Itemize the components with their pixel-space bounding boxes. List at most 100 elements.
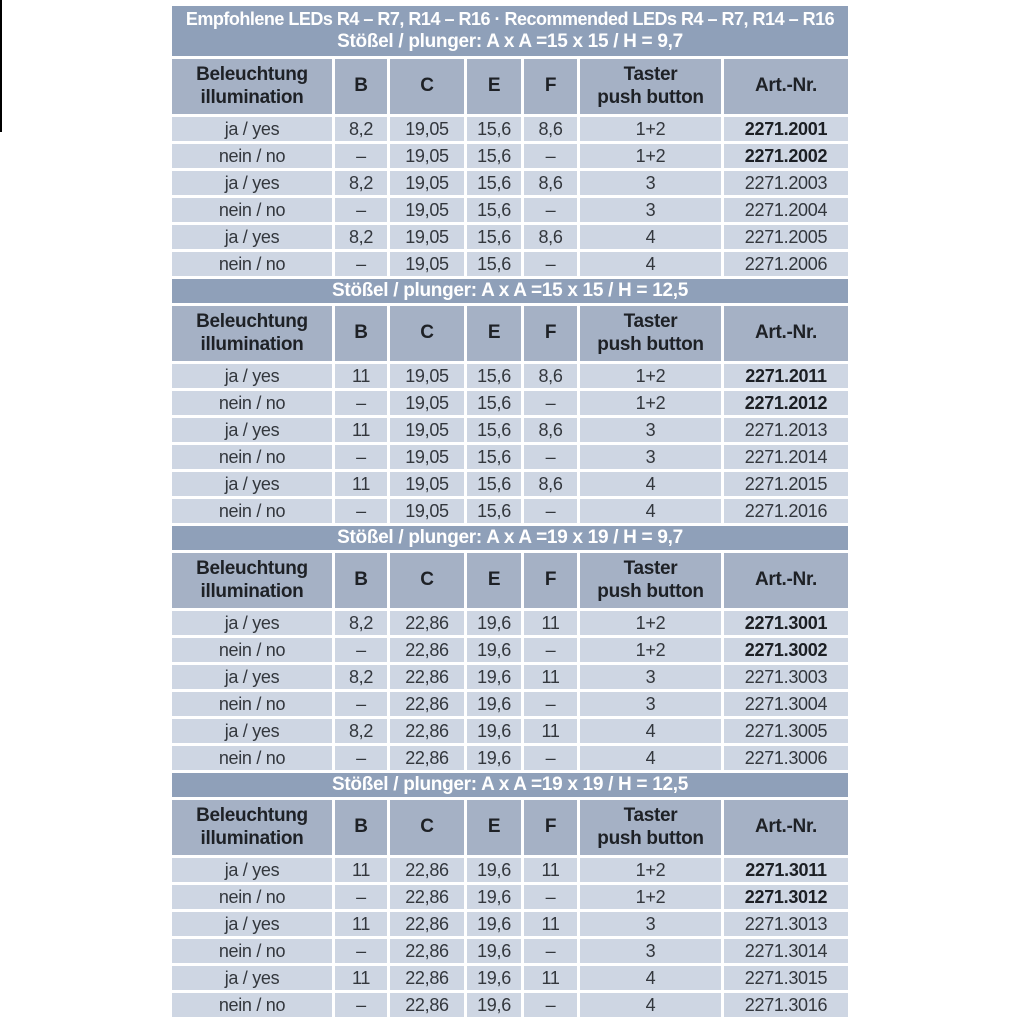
cell-illumination: nein / no [172,993,332,1017]
cell-illumination: ja / yes [172,472,332,496]
cell-art-nr: 2271.2016 [724,499,848,523]
column-header-illumination: Beleuchtung illumination [172,800,332,855]
cell-c: 22,86 [390,665,464,689]
cell-f: 8,6 [524,171,577,195]
cell-c: 22,86 [390,638,464,662]
cell-b: 11 [335,364,387,388]
cell-e: 19,6 [467,993,521,1017]
cell-push-button: 3 [580,692,721,716]
cell-b: 11 [335,472,387,496]
table-row: nein / no –22,86 19,6–3 2271.3004 [172,692,848,716]
cell-art-nr: 2271.3006 [724,746,848,770]
cell-b: – [335,885,387,909]
cell-f: – [524,885,577,909]
cell-push-button: 1+2 [580,858,721,882]
column-header-c: C [390,59,464,114]
cell-art-nr: 2271.3005 [724,719,848,743]
column-header-b: B [335,553,387,608]
table-row: ja / yes 11 22,86 19,6 11 3 2271.3013 [172,912,848,936]
cell-illumination: nein / no [172,391,332,415]
cell-illumination: ja / yes [172,364,332,388]
cell-push-button: 1+2 [580,391,721,415]
cell-e: 15,6 [467,499,521,523]
cell-e: 19,6 [467,858,521,882]
cell-push-button: 4 [580,225,721,249]
cell-e: 15,6 [467,418,521,442]
table-section: Beleuchtung illumination B C E F Taster push … [172,59,848,276]
cell-illumination: ja / yes [172,611,332,635]
recommended-leds-table: Empfohlene LEDs R4 – R7, R14 – R16 · Rec… [172,6,848,1017]
column-header-b: B [335,306,387,361]
table-title-banner: Empfohlene LEDs R4 – R7, R14 – R16 · Rec… [172,6,848,56]
cell-art-nr: 2271.3003 [724,665,848,689]
cell-c: 22,86 [390,611,464,635]
cell-c: 19,05 [390,418,464,442]
table-row: nein / no –19,05 15,6–4 2271.2016 [172,499,848,523]
cell-push-button: 1+2 [580,117,721,141]
cell-art-nr: 2271.3015 [724,966,848,990]
cell-illumination: ja / yes [172,225,332,249]
column-header-c: C [390,553,464,608]
cell-b: 11 [335,418,387,442]
cell-c: 22,86 [390,719,464,743]
cell-illumination: ja / yes [172,171,332,195]
cell-art-nr: 2271.2001 [724,117,848,141]
cell-illumination: nein / no [172,885,332,909]
table-row: ja / yes 11 19,05 15,6 8,6 4 2271.2015 [172,472,848,496]
cell-push-button: 4 [580,719,721,743]
cell-art-nr: 2271.3013 [724,912,848,936]
cell-illumination: nein / no [172,198,332,222]
cell-e: 19,6 [467,611,521,635]
cell-push-button: 1+2 [580,885,721,909]
cell-art-nr: 2271.3002 [724,638,848,662]
table-row: ja / yes 11 19,05 15,6 8,6 3 2271.2013 [172,418,848,442]
cell-b: – [335,144,387,168]
column-header-f: F [524,59,577,114]
cell-b: 11 [335,858,387,882]
table-row: nein / no –19,05 15,6–4 2271.2006 [172,252,848,276]
table-section: Stößel / plunger: A x A =15 x 15 / H = 1… [172,279,848,523]
cell-f: 11 [524,665,577,689]
cell-illumination: nein / no [172,499,332,523]
cell-art-nr: 2271.2005 [724,225,848,249]
cell-f: – [524,391,577,415]
cell-illumination: ja / yes [172,418,332,442]
scan-edge-artifact [0,0,2,132]
cell-push-button: 1+2 [580,611,721,635]
table-row: nein / no –22,86 19,6–1+2 2271.3012 [172,885,848,909]
cell-push-button: 3 [580,445,721,469]
cell-c: 19,05 [390,171,464,195]
cell-b: 11 [335,966,387,990]
cell-e: 19,6 [467,746,521,770]
table-row: ja / yes 8,2 22,86 19,6 11 3 2271.3003 [172,665,848,689]
cell-push-button: 3 [580,171,721,195]
table-row: ja / yes 8,2 22,86 19,6 11 1+2 2271.3001 [172,611,848,635]
cell-b: – [335,638,387,662]
cell-c: 22,86 [390,939,464,963]
column-header-c: C [390,800,464,855]
cell-b: 8,2 [335,719,387,743]
cell-art-nr: 2271.2011 [724,364,848,388]
cell-push-button: 1+2 [580,144,721,168]
cell-f: – [524,993,577,1017]
cell-push-button: 1+2 [580,364,721,388]
cell-e: 19,6 [467,939,521,963]
cell-c: 22,86 [390,692,464,716]
cell-b: 8,2 [335,225,387,249]
cell-art-nr: 2271.2006 [724,252,848,276]
section-banner: Stößel / plunger: A x A =19 x 19 / H = 1… [172,773,848,797]
column-header-illumination: Beleuchtung illumination [172,306,332,361]
cell-push-button: 3 [580,418,721,442]
cell-push-button: 4 [580,993,721,1017]
column-header-f: F [524,553,577,608]
cell-push-button: 4 [580,472,721,496]
table-section: Stößel / plunger: A x A =19 x 19 / H = 9… [172,526,848,770]
cell-f: 11 [524,858,577,882]
column-header-push-button: Taster push button [580,800,721,855]
column-header-illumination: Beleuchtung illumination [172,553,332,608]
table-section: Stößel / plunger: A x A =19 x 19 / H = 1… [172,773,848,1017]
cell-c: 19,05 [390,144,464,168]
cell-c: 19,05 [390,225,464,249]
cell-push-button: 4 [580,252,721,276]
cell-f: – [524,198,577,222]
